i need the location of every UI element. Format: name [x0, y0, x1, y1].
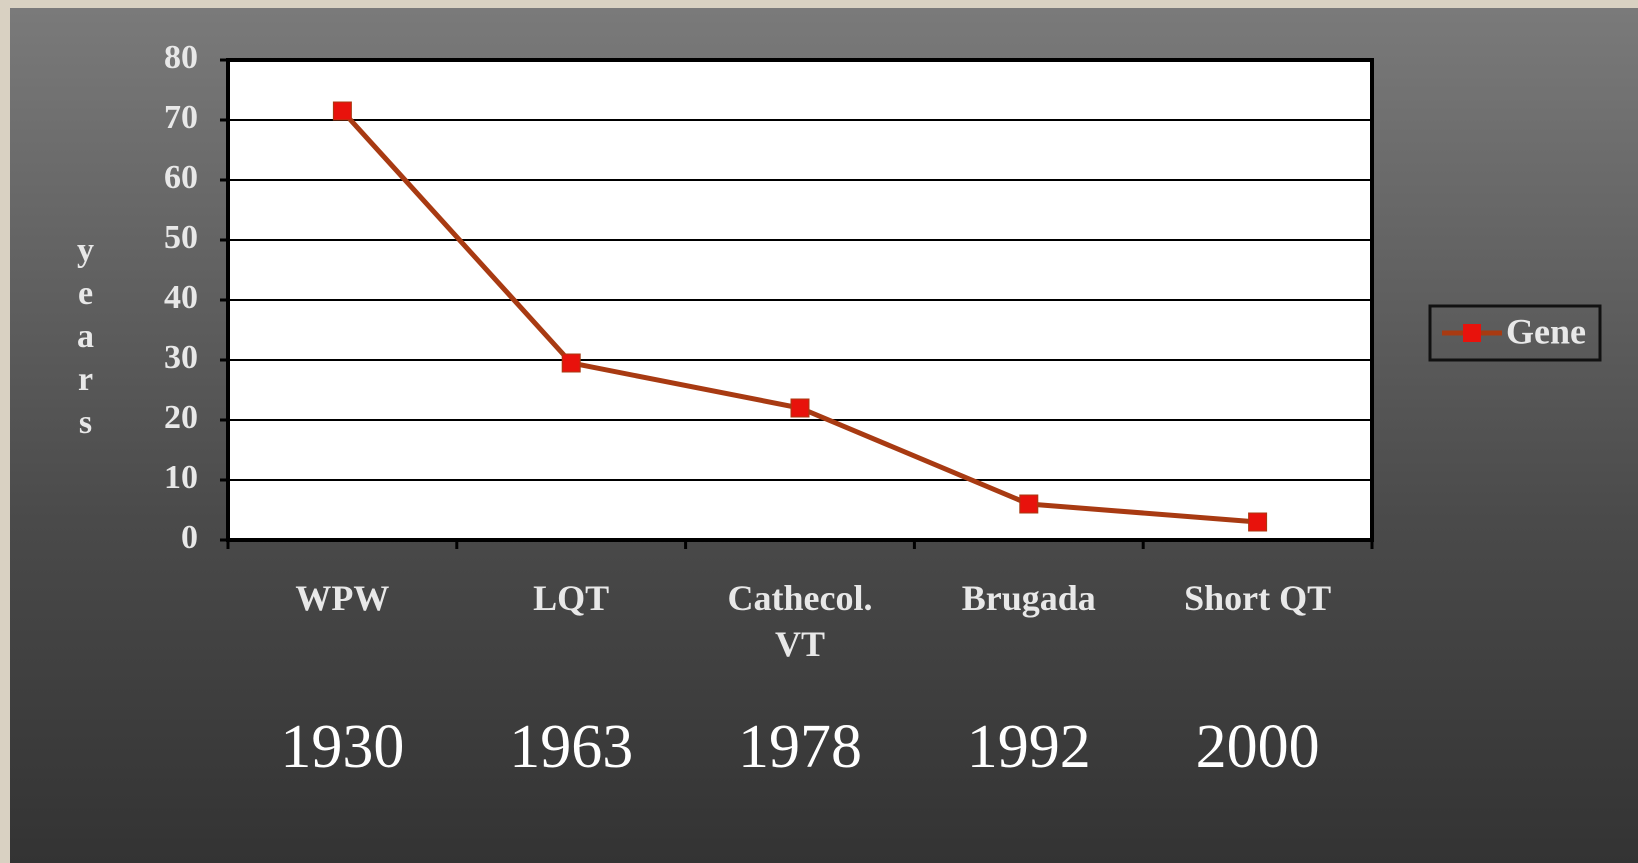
marker [561, 353, 581, 373]
marker [1019, 494, 1039, 514]
x-tick-label: WPW [295, 578, 390, 618]
x-tick-label: Brugada [961, 578, 1096, 618]
marker [332, 101, 352, 121]
legend-label: Gene [1506, 311, 1586, 351]
category-year: 1992 [966, 713, 1091, 781]
y-tick-label: 10 [164, 459, 198, 496]
y-tick-label: 50 [164, 219, 198, 256]
y-tick-label: 40 [164, 279, 198, 316]
legend-marker [1463, 324, 1481, 342]
x-tick-label: LQT [533, 578, 610, 618]
category-year: 1963 [509, 713, 634, 781]
category-year: 2000 [1195, 713, 1320, 781]
marker [790, 398, 810, 418]
legend-box [1428, 304, 1602, 362]
y-axis-label: years [67, 232, 104, 447]
y-tick-label: 60 [164, 159, 198, 196]
y-tick-label: 30 [164, 339, 198, 376]
x-tick-label: Cathecol. VT [727, 578, 873, 664]
marker [1248, 512, 1268, 532]
category-year: 1930 [280, 713, 405, 781]
x-tick-label: Short QT [1184, 578, 1332, 618]
y-tick-label: 20 [164, 399, 198, 436]
y-tick-label: 70 [164, 99, 198, 136]
y-tick-label: 0 [181, 519, 198, 556]
y-tick-label: 80 [164, 39, 198, 76]
category-year: 1978 [738, 713, 862, 781]
